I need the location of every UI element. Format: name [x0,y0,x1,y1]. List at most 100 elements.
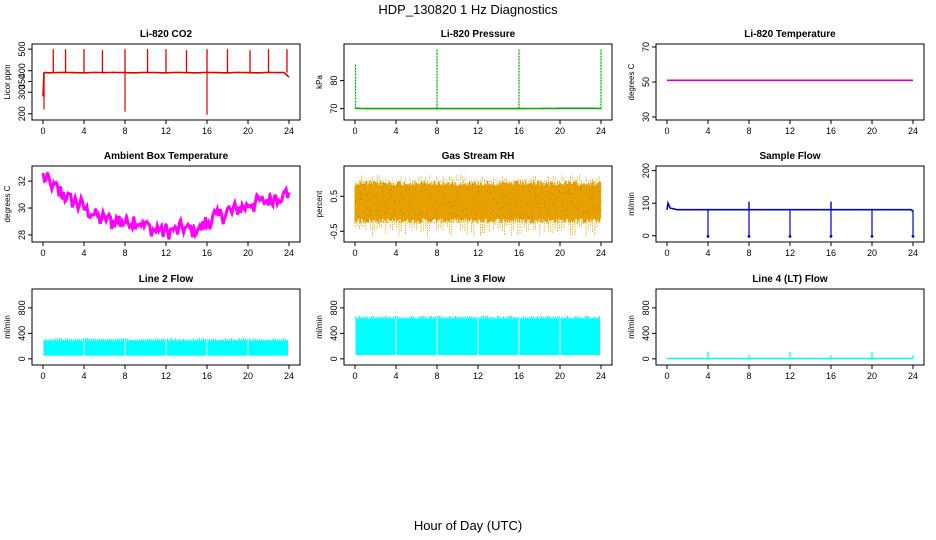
y-tick-label: 32 [17,176,27,186]
panel-line2-flow: Line 2 Flow 0 4 8 12 16 20 24 0 400 800 ml/min [3,274,301,381]
flow-band [560,318,600,355]
series-line [354,107,602,110]
x-tick-label: 4 [81,371,86,381]
x-tick-label: 4 [393,126,398,136]
x-tick-label: 16 [202,371,212,381]
x-tick-label: 24 [284,126,294,136]
x-tick-label: 24 [908,248,918,258]
panel-sample-flow: Sample Flow 0 4 8 12 16 20 24 0 100 200 ml/min [627,151,925,258]
flow-dip-point [911,234,915,238]
y-tick-label: 0 [641,356,651,361]
panel-pressure: Li-820 Pressure 0 4 8 12 16 20 24 70 80 kPa [315,29,613,136]
x-tick-label: 20 [555,371,565,381]
y-tick-label: 0 [329,356,339,361]
y-tick-label: 400 [641,326,651,341]
x-tick-label: 24 [908,371,918,381]
flow-band-edge [42,338,289,341]
x-tick-label: 12 [161,371,171,381]
plot-data [667,351,914,360]
flow-dip-point [747,234,751,238]
flow-band [125,341,166,356]
panel-ambient-temp: Ambient Box Temperature 0 4 8 12 16 20 24 28 30 32… [3,151,301,258]
x-tick-label: 8 [434,126,439,136]
flow-band [478,318,519,355]
flow-dip-point [870,234,874,238]
x-tick-label: 20 [243,248,253,258]
panel-title: Li-820 CO2 [140,29,193,40]
x-tick-label: 4 [705,371,710,381]
y-tick-label: 400 [329,326,339,341]
y-tick-label: 0 [641,233,651,238]
flow-band [437,318,478,355]
x-tick-label: 20 [243,371,253,381]
flow-band [248,341,288,356]
x-tick-label: 0 [664,371,669,381]
x-tick-label: 16 [514,126,524,136]
rh-extremes [354,174,600,237]
figure-x-axis-label: Hour of Day (UTC) [413,518,523,533]
y-axis-label: ml/min [3,315,12,339]
x-tick-label: 8 [434,248,439,258]
x-tick-label: 8 [122,248,127,258]
y-tick-label: 28 [17,230,27,240]
plot-data [42,338,289,356]
flow-band [355,318,396,355]
panel-title: Ambient Box Temperature [104,151,229,162]
x-tick-label: 0 [40,126,45,136]
plot-frame [655,43,925,121]
x-tick-label: 12 [785,248,795,258]
x-tick-label: 8 [746,248,751,258]
x-tick-label: 4 [705,248,710,258]
x-tick-label: 16 [202,126,212,136]
x-tick-label: 16 [514,371,524,381]
rh-texture [355,180,602,222]
flow-dip-point [788,234,792,238]
x-tick-label: 8 [122,126,127,136]
y-axis-label: kPa [315,75,324,89]
y-tick-label: 800 [641,300,651,315]
figure-title: HDP_130820 1 Hz Diagnostics [378,2,558,17]
y-tick-label: 400 [17,326,27,341]
y-axis-label: ml/min [627,192,636,216]
flow-band [84,341,125,356]
panel-licor-temp: Li-820 Temperature 0 4 8 12 16 20 24 30 50 70 degre… [627,29,925,136]
x-tick-label: 16 [826,371,836,381]
x-tick-label: 4 [393,248,398,258]
panel-line3-flow: Line 3 Flow 0 4 8 12 16 20 24 0 400 800 ml/min [315,274,613,381]
x-tick-label: 20 [867,126,877,136]
x-tick-label: 0 [352,126,357,136]
y-tick-label: 200 [641,163,651,178]
panel-title: Line 3 Flow [451,274,506,285]
y-tick-label: 30 [641,112,651,122]
flow-band [396,318,437,355]
plot-data [42,49,290,115]
series-line [42,71,290,97]
x-tick-label: 16 [514,248,524,258]
y-tick-label: 350 [17,74,27,89]
x-tick-label: 12 [161,126,171,136]
flow-dip-point [706,234,710,238]
y-tick-label: 30 [17,203,27,213]
y-tick-label: 70 [641,42,651,52]
x-tick-label: 20 [555,248,565,258]
x-tick-label: 12 [161,248,171,258]
x-tick-label: 24 [908,126,918,136]
flow-band [519,318,560,355]
x-tick-label: 16 [826,248,836,258]
panel-title: Sample Flow [759,151,820,162]
flow-band [43,341,84,356]
y-axis-label: percent [315,190,324,217]
flow-band [207,341,248,356]
x-tick-label: 20 [867,371,877,381]
y-tick-label: 800 [17,300,27,315]
y-tick-label: 0 [17,356,27,361]
y-tick-label: 400 [17,63,27,78]
y-tick-label: 200 [17,106,27,121]
plot-data [666,200,915,238]
x-tick-label: 20 [555,126,565,136]
x-tick-label: 24 [596,126,606,136]
y-tick-label: -0.5 [329,224,339,240]
x-tick-label: 0 [664,248,669,258]
